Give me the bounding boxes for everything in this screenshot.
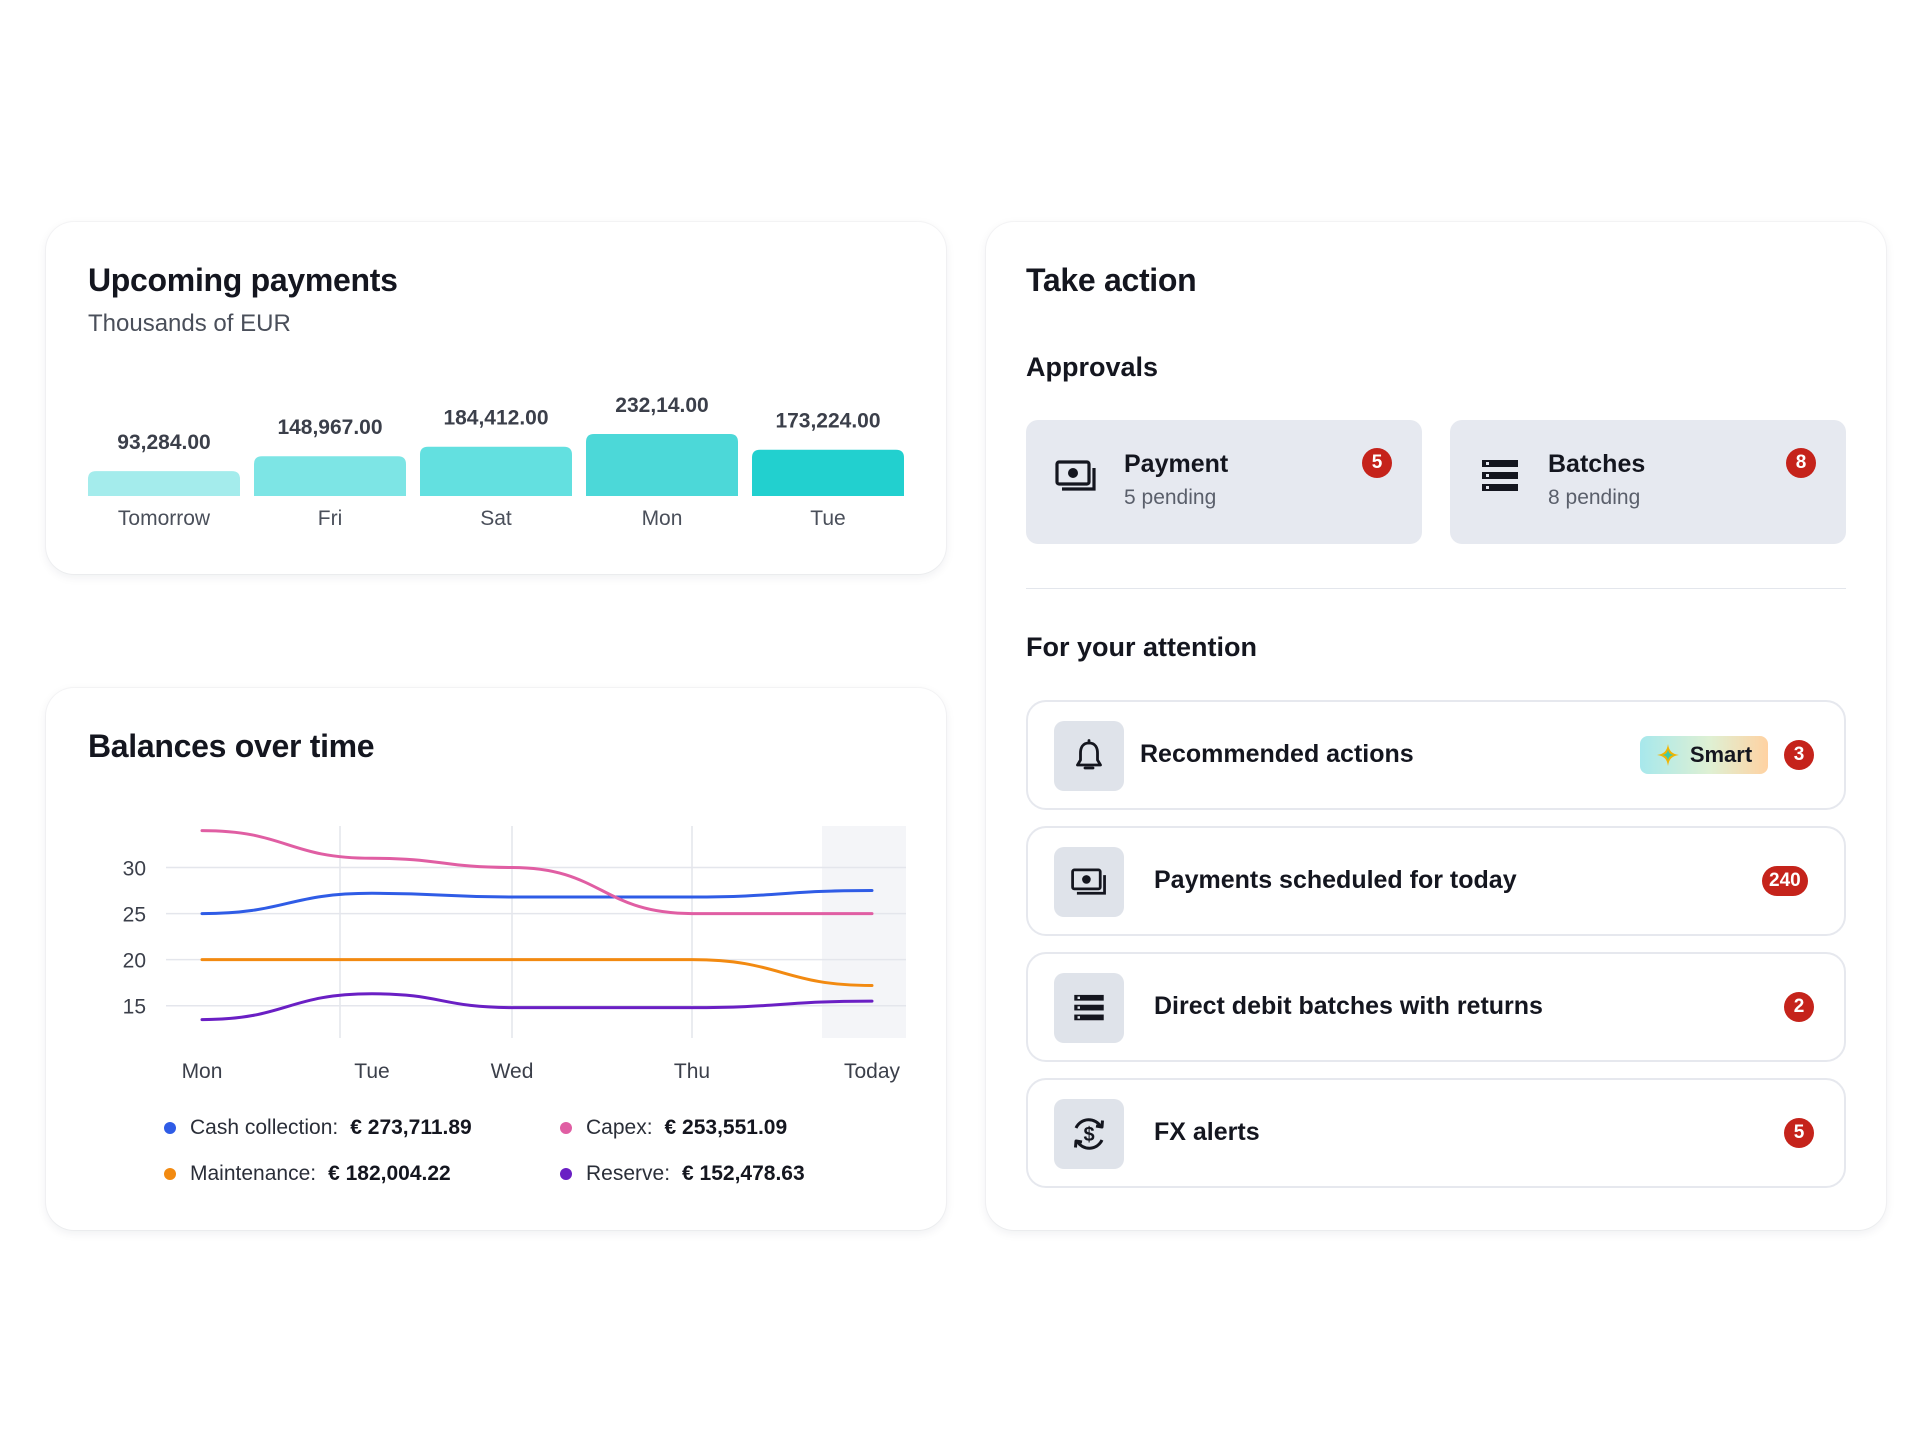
legend-value: € 182,004.22 bbox=[328, 1162, 451, 1185]
bar-value-label: 173,224.00 bbox=[775, 410, 880, 433]
x-tick-label: Mon bbox=[182, 1060, 223, 1083]
count-badge: 5 bbox=[1362, 448, 1392, 478]
balances-chart: 15 20 25 30 Mon Tue Wed Thu Today bbox=[123, 826, 906, 1083]
list-icon bbox=[1482, 460, 1518, 491]
bar-sat bbox=[420, 446, 572, 496]
bar-category-label: Sat bbox=[480, 507, 512, 530]
y-tick-label: 15 bbox=[123, 996, 146, 1019]
cash-icon bbox=[1055, 460, 1096, 491]
x-tick-label: Today bbox=[844, 1060, 901, 1083]
legend-label: Reserve: bbox=[586, 1162, 671, 1185]
approval-payment-tile[interactable]: Payment 5 pending 5 bbox=[1026, 420, 1422, 544]
legend-dot bbox=[560, 1122, 572, 1134]
count-badge: 240 bbox=[1762, 866, 1808, 896]
bar-tue bbox=[752, 449, 904, 496]
take-action-card: Take action Approvals Payment 5 pending … bbox=[986, 222, 1886, 1230]
attention-label: FX alerts bbox=[1154, 1118, 1260, 1146]
section-divider bbox=[1026, 588, 1846, 589]
attention-item-payments-scheduled[interactable]: Payments scheduled for today 240 bbox=[1026, 826, 1846, 936]
count-badge: 8 bbox=[1786, 448, 1816, 478]
icon-box bbox=[1054, 721, 1124, 791]
legend-dot bbox=[560, 1168, 572, 1180]
y-tick-label: 30 bbox=[123, 857, 146, 880]
x-tick-label: Thu bbox=[674, 1060, 710, 1083]
x-tick-label: Tue bbox=[354, 1060, 389, 1083]
bar-value-label: 148,967.00 bbox=[277, 416, 382, 439]
legend-label: Cash collection: bbox=[190, 1116, 339, 1139]
upcoming-payments-title: Upcoming payments bbox=[88, 262, 398, 298]
y-tick-label: 20 bbox=[123, 950, 146, 973]
legend-capex: Capex: € 253,551.09 bbox=[560, 1116, 787, 1140]
count-badge: 3 bbox=[1784, 740, 1814, 770]
bar-fri bbox=[254, 456, 406, 496]
take-action-title: Take action bbox=[1026, 262, 1197, 298]
legend-reserve: Reserve: € 152,478.63 bbox=[560, 1162, 805, 1186]
bar-category-label: Fri bbox=[318, 507, 343, 530]
legend-cash-collection: Cash collection: € 273,711.89 bbox=[164, 1116, 472, 1140]
count-badge: 2 bbox=[1784, 992, 1814, 1022]
currency-exchange-icon: $ bbox=[1074, 1118, 1104, 1150]
bar-category-label: Mon bbox=[642, 507, 683, 530]
sparkle-icon bbox=[1656, 744, 1679, 766]
attention-title: For your attention bbox=[1026, 632, 1257, 662]
balances-card: Balances over time 15 20 25 30 Mon Tue Wed Thu T… bbox=[46, 688, 946, 1230]
bar-value-label: 93,284.00 bbox=[117, 431, 210, 454]
count-badge: 5 bbox=[1784, 1118, 1814, 1148]
attention-label: Recommended actions bbox=[1140, 740, 1414, 768]
attention-item-recommended-actions[interactable]: Recommended actions Smart 3 bbox=[1026, 700, 1846, 810]
legend-value: € 152,478.63 bbox=[682, 1162, 805, 1185]
approval-batches-tile[interactable]: Batches 8 pending 8 bbox=[1450, 420, 1846, 544]
attention-label: Direct debit batches with returns bbox=[1154, 992, 1543, 1020]
bar-mon bbox=[586, 434, 738, 496]
attention-label: Payments scheduled for today bbox=[1154, 866, 1517, 894]
icon-box bbox=[1054, 847, 1124, 917]
legend-value: € 273,711.89 bbox=[350, 1116, 472, 1139]
icon-box bbox=[1054, 973, 1124, 1043]
balances-title: Balances over time bbox=[88, 728, 375, 764]
attention-item-fx-alerts[interactable]: $ FX alerts 5 bbox=[1026, 1078, 1846, 1188]
bar-category-label: Tue bbox=[810, 507, 845, 530]
cash-icon bbox=[1071, 868, 1106, 895]
series-line-reserve bbox=[200, 992, 874, 1022]
upcoming-payments-chart: 93,284.00 Tomorrow 148,967.00 Fri 184,412.00… bbox=[88, 394, 904, 530]
series-line-capex bbox=[200, 829, 874, 916]
x-tick-label: Wed bbox=[491, 1060, 534, 1083]
approvals-title: Approvals bbox=[1026, 352, 1159, 382]
legend-dot bbox=[164, 1122, 176, 1134]
bar-tomorrow bbox=[88, 471, 240, 496]
smart-tag-label: Smart bbox=[1689, 742, 1753, 767]
y-tick-label: 25 bbox=[123, 904, 146, 927]
attention-item-direct-debit[interactable]: Direct debit batches with returns 2 bbox=[1026, 952, 1846, 1062]
upcoming-payments-subtitle: Thousands of EUR bbox=[88, 310, 291, 337]
icon-box: $ bbox=[1054, 1099, 1124, 1169]
series-line-cash-collection bbox=[200, 889, 874, 916]
legend-dot bbox=[164, 1168, 176, 1180]
svg-text:$: $ bbox=[1083, 1124, 1094, 1146]
list-icon bbox=[1074, 994, 1104, 1021]
bar-value-label: 232,14.00 bbox=[615, 394, 708, 417]
legend-value: € 253,551.09 bbox=[664, 1116, 788, 1139]
bar-value-label: 184,412.00 bbox=[443, 407, 548, 430]
smart-tag: Smart bbox=[1640, 736, 1768, 774]
upcoming-payments-card: Upcoming payments Thousands of EUR 93,28… bbox=[46, 222, 946, 574]
bar-category-label: Tomorrow bbox=[118, 507, 211, 530]
approval-subtitle: 8 pending bbox=[1548, 486, 1641, 509]
series-line-maintenance bbox=[200, 958, 874, 987]
legend-maintenance: Maintenance: € 182,004.22 bbox=[164, 1162, 451, 1186]
approval-title: Payment bbox=[1124, 450, 1229, 478]
approval-title: Batches bbox=[1548, 450, 1646, 478]
legend-label: Maintenance: bbox=[190, 1162, 317, 1185]
bell-icon bbox=[1076, 739, 1102, 770]
legend-label: Capex: bbox=[586, 1116, 653, 1139]
approval-subtitle: 5 pending bbox=[1124, 486, 1217, 509]
